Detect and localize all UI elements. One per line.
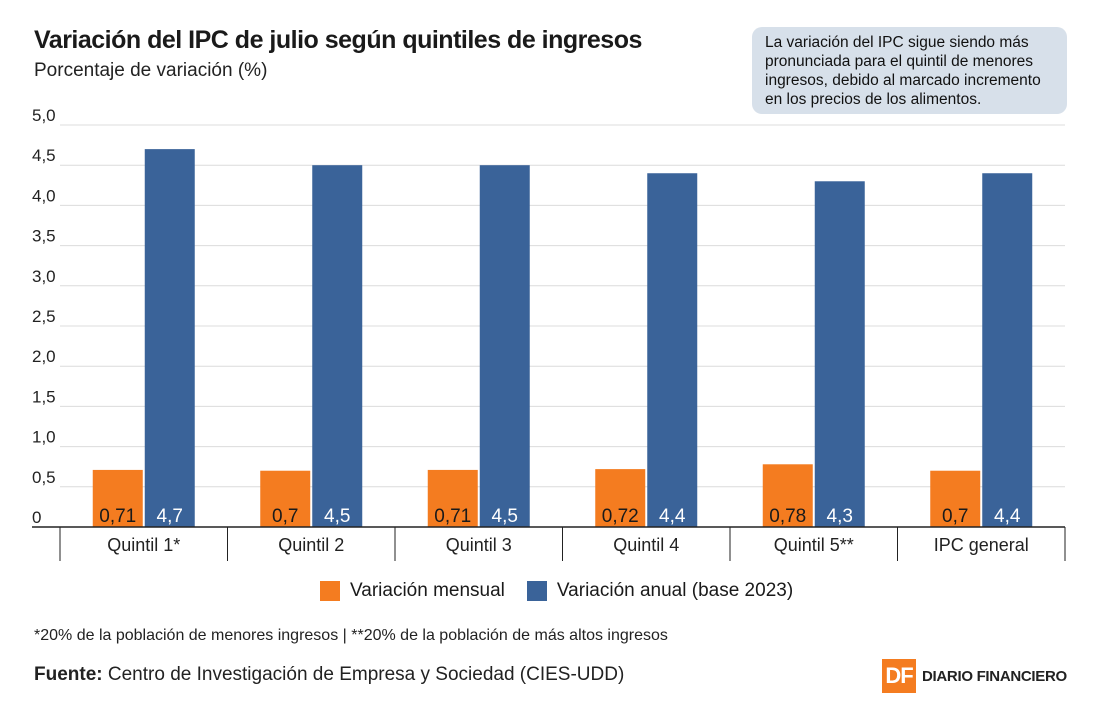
x-tick-label: Quintil 3 — [446, 535, 512, 555]
y-tick-label: 3,5 — [32, 227, 56, 246]
y-tick-label: 4,0 — [32, 186, 56, 205]
data-label-monthly: 0,71 — [434, 506, 471, 527]
y-tick-label: 4,5 — [32, 146, 56, 165]
data-label-annual: 4,5 — [324, 506, 350, 527]
bar-monthly — [762, 464, 813, 527]
bar-annual — [982, 173, 1033, 528]
data-label-annual: 4,3 — [827, 506, 853, 527]
y-tick-label: 5,0 — [32, 106, 56, 125]
legend-swatch-annual — [526, 581, 547, 601]
legend-swatch-monthly — [320, 581, 340, 601]
legend-item-annual: Variación anual (base 2023) — [526, 580, 794, 602]
logo-badge: DF — [882, 659, 916, 693]
data-label-monthly: 0,71 — [99, 506, 136, 527]
data-label-monthly: 0,7 — [272, 506, 298, 527]
data-label-annual: 4,5 — [492, 506, 518, 527]
legend-label-monthly: Variación mensual — [350, 580, 505, 601]
bar-annual — [144, 149, 195, 527]
bar-monthly — [427, 469, 478, 527]
y-tick-label: 1,5 — [32, 387, 56, 406]
bar-annual — [814, 181, 865, 527]
source-text: Centro de Investigación de Empresa y Soc… — [107, 664, 625, 685]
data-label-annual: 4,4 — [994, 506, 1021, 527]
x-tick-label: Quintil 5** — [774, 535, 854, 555]
legend-label-annual: Variación anual (base 2023) — [556, 580, 794, 601]
chart-subtitle: Porcentaje de variación (%) — [34, 60, 268, 81]
bar-annual — [479, 165, 530, 527]
data-label-monthly: 0,72 — [602, 506, 639, 527]
annotation-note: La variación del IPC sigue siendo más pr… — [752, 27, 1067, 114]
y-tick-label: 1,0 — [32, 428, 56, 447]
bar-annual — [312, 165, 363, 527]
x-tick-label: IPC general — [934, 535, 1029, 555]
chart-title: Variación del IPC de julio según quintil… — [34, 26, 642, 54]
logo-text: DIARIO FINANCIERO — [922, 667, 1067, 685]
bar-annual — [647, 173, 698, 528]
chart-legend: Variación mensual Variación anual (base … — [320, 580, 793, 602]
y-tick-label: 3,0 — [32, 267, 56, 286]
source: Fuente: Centro de Investigación de Empre… — [34, 664, 624, 686]
y-tick-label: 0 — [32, 508, 41, 527]
source-label: Fuente: — [34, 664, 103, 685]
data-label-monthly: 0,78 — [769, 506, 806, 527]
data-label-monthly: 0,7 — [942, 506, 968, 527]
x-tick-label: Quintil 4 — [613, 535, 679, 555]
bar-monthly — [260, 470, 311, 527]
bar-monthly — [930, 470, 981, 527]
brand-logo: DF DIARIO FINANCIERO — [882, 659, 1067, 693]
data-label-annual: 4,7 — [157, 506, 183, 527]
footnote: *20% de la población de menores ingresos… — [34, 627, 668, 644]
data-label-annual: 4,4 — [659, 506, 686, 527]
bar-monthly — [595, 469, 646, 527]
bar-chart: 0 0,5 1,0 1,5 2,0 2,5 3,0 3,5 4,0 4,5 5,0 0,71 4,7 Qu… — [32, 106, 1066, 561]
y-tick-label: 2,5 — [32, 307, 56, 326]
legend-item-monthly: Variación mensual — [320, 580, 505, 602]
x-tick-label: Quintil 1* — [107, 535, 180, 555]
bar-monthly — [92, 469, 143, 527]
x-tick-label: Quintil 2 — [278, 535, 344, 555]
y-tick-label: 2,0 — [32, 347, 56, 366]
y-tick-label: 0,5 — [32, 468, 56, 487]
